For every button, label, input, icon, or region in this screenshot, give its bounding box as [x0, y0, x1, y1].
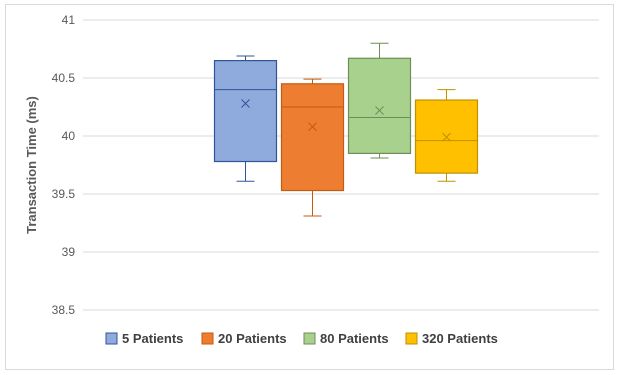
mean-marker — [442, 132, 451, 142]
iqr-box — [347, 57, 412, 155]
y-axis-ticks: 38.5 39 39.5 40 40.5 41 — [52, 13, 76, 317]
mean-marker — [308, 122, 317, 132]
legend-item: 320 Patients — [405, 331, 498, 346]
legend-swatch — [201, 332, 214, 345]
iqr-box — [280, 83, 345, 192]
legend-item: 80 Patients — [303, 331, 389, 346]
legend-label: 5 Patients — [122, 331, 183, 346]
y-axis-title: Transaction Time (ms) — [24, 96, 39, 234]
legend-item: 5 Patients — [105, 331, 183, 346]
legend-swatch — [405, 332, 418, 345]
gridlines — [83, 19, 599, 311]
boxes — [213, 42, 479, 217]
box-0 — [213, 55, 278, 182]
legend: 5 Patients 20 Patients 80 Patients 320 Pati… — [105, 331, 498, 346]
iqr-box — [213, 59, 278, 163]
legend-item: 20 Patients — [201, 331, 287, 346]
legend-swatch — [105, 332, 118, 345]
y-tick-label: 40.5 — [52, 71, 76, 85]
y-tick-label: 39 — [62, 245, 76, 259]
box-3 — [414, 89, 479, 182]
mean-marker — [241, 99, 250, 108]
legend-swatch — [303, 332, 316, 345]
y-tick-label: 39.5 — [52, 187, 76, 201]
box-2 — [347, 42, 412, 159]
box-1 — [280, 78, 345, 217]
y-tick-label: 38.5 — [52, 303, 76, 317]
legend-label: 20 Patients — [218, 331, 287, 346]
y-tick-label: 40 — [62, 129, 76, 143]
mean-marker — [375, 106, 384, 115]
y-tick-label: 41 — [62, 13, 76, 27]
legend-label: 320 Patients — [422, 331, 498, 346]
legend-label: 80 Patients — [320, 331, 389, 346]
